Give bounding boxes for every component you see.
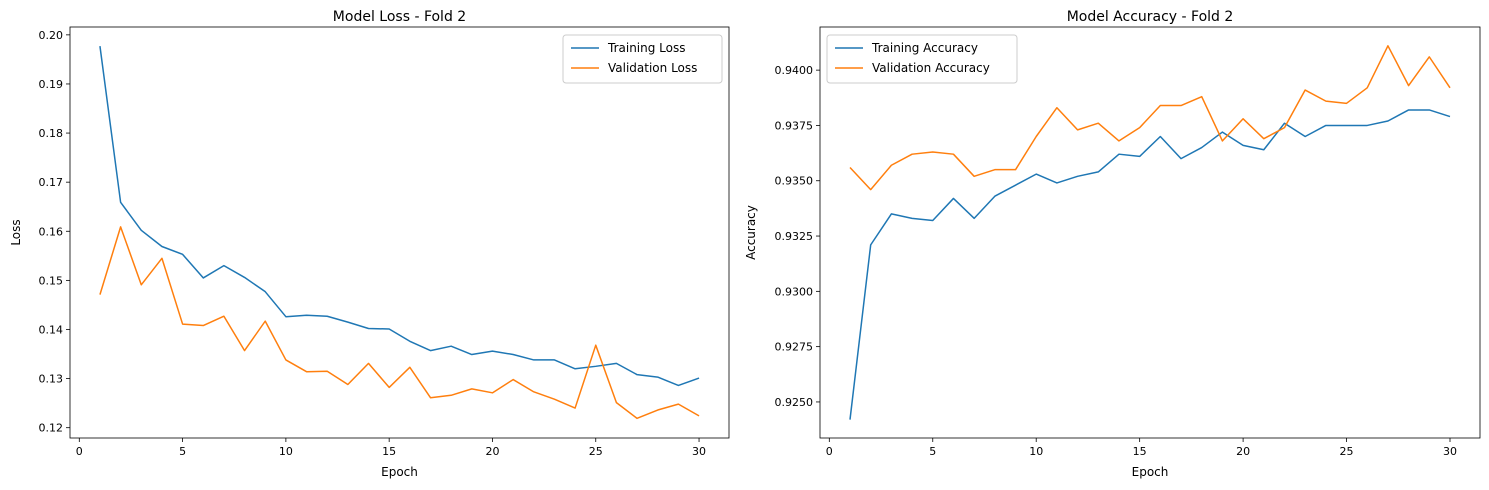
y-axis-label: Loss	[9, 219, 23, 245]
x-tick-label: 5	[179, 445, 186, 458]
y-tick-label: 0.20	[39, 29, 64, 42]
x-tick-label: 10	[1029, 445, 1043, 458]
series-line-2	[849, 45, 1451, 191]
x-tick-label: 0	[826, 445, 833, 458]
legend-label: Training Accuracy	[871, 41, 978, 55]
x-axis-label: Epoch	[381, 465, 418, 479]
y-axis-label: Accuracy	[744, 205, 758, 260]
series-line-1	[99, 46, 700, 387]
x-tick-label: 15	[382, 445, 396, 458]
chart-title: Model Loss - Fold 2	[333, 9, 466, 25]
legend-label: Validation Accuracy	[872, 61, 990, 75]
y-tick-label: 0.12	[39, 422, 64, 435]
legend-box	[562, 34, 723, 84]
legend-label: Training Loss	[607, 41, 685, 55]
x-tick-label: 15	[1133, 445, 1147, 458]
x-axis-label: Epoch	[1132, 465, 1169, 479]
y-tick-label: 0.9400	[775, 64, 814, 77]
y-tick-label: 0.9375	[775, 119, 814, 132]
y-tick-label: 0.9300	[775, 285, 814, 298]
chart-panel-2: 0 5 10 15 20 25 30 0.9250 0.9275 0.9300 0.9325 0.93…	[744, 9, 1481, 479]
y-tick-label: 0.13	[39, 373, 64, 386]
x-tick-label: 30	[1443, 445, 1457, 458]
x-tick-label: 0	[76, 445, 83, 458]
y-tick-label: 0.9325	[775, 230, 814, 243]
x-tick-label: 25	[1340, 445, 1354, 458]
x-tick-label: 30	[692, 445, 706, 458]
legend-box	[826, 34, 1018, 84]
series-line-2	[99, 226, 700, 420]
y-tick-label: 0.16	[39, 225, 64, 238]
chart-title: Model Accuracy - Fold 2	[1067, 9, 1234, 25]
chart-panel-1: 0 5 10 15 20 25 30 0.12 0.13 0.14 0.15 0.16 0.17 0.18…	[9, 9, 730, 479]
x-tick-label: 25	[589, 445, 603, 458]
y-tick-label: 0.19	[39, 78, 64, 91]
series-line-1	[849, 109, 1451, 420]
legend: Training Accuracy Validation Accuracy	[826, 34, 1018, 84]
x-tick-label: 20	[485, 445, 499, 458]
plot-frame	[819, 26, 1481, 439]
legend-label: Validation Loss	[608, 61, 697, 75]
y-tick-label: 0.9350	[775, 175, 814, 188]
y-tick-label: 0.18	[39, 127, 64, 140]
x-tick-label: 5	[929, 445, 936, 458]
plot-frame	[69, 26, 730, 439]
y-tick-label: 0.17	[39, 176, 64, 189]
legend: Training Loss Validation Loss	[562, 34, 723, 84]
x-tick-label: 10	[279, 445, 293, 458]
y-tick-label: 0.14	[39, 323, 64, 336]
y-tick-label: 0.9250	[775, 396, 814, 409]
y-tick-label: 0.15	[39, 274, 64, 287]
x-tick-label: 20	[1236, 445, 1250, 458]
y-tick-label: 0.9275	[775, 341, 814, 354]
